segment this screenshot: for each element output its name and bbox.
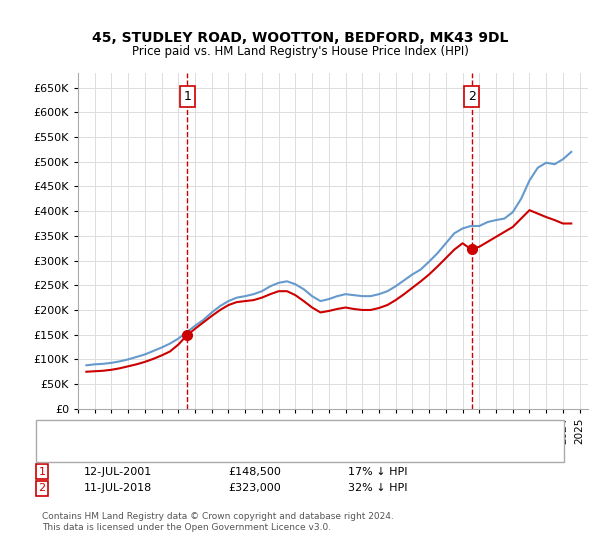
Text: 45, STUDLEY ROAD, WOOTTON, BEDFORD, MK43 9DL (detached house): 45, STUDLEY ROAD, WOOTTON, BEDFORD, MK43… [117,422,491,432]
Text: 2: 2 [467,90,476,103]
Text: 12-JUL-2001: 12-JUL-2001 [84,466,152,477]
Text: Price paid vs. HM Land Registry's House Price Index (HPI): Price paid vs. HM Land Registry's House … [131,45,469,58]
Text: 45, STUDLEY ROAD, WOOTTON, BEDFORD, MK43 9DL: 45, STUDLEY ROAD, WOOTTON, BEDFORD, MK43… [92,31,508,45]
Text: 11-JUL-2018: 11-JUL-2018 [84,483,152,493]
Text: ─────: ───── [60,437,97,451]
Text: Contains HM Land Registry data © Crown copyright and database right 2024.
This d: Contains HM Land Registry data © Crown c… [42,512,394,532]
Text: ─────: ───── [60,421,97,434]
Text: 32% ↓ HPI: 32% ↓ HPI [348,483,407,493]
Text: £323,000: £323,000 [228,483,281,493]
Text: £148,500: £148,500 [228,466,281,477]
Text: 1: 1 [184,90,191,103]
Text: HPI: Average price, detached house, Bedford: HPI: Average price, detached house, Bedf… [117,439,351,449]
Text: 1: 1 [38,466,46,477]
Text: 2: 2 [38,483,46,493]
Text: 17% ↓ HPI: 17% ↓ HPI [348,466,407,477]
